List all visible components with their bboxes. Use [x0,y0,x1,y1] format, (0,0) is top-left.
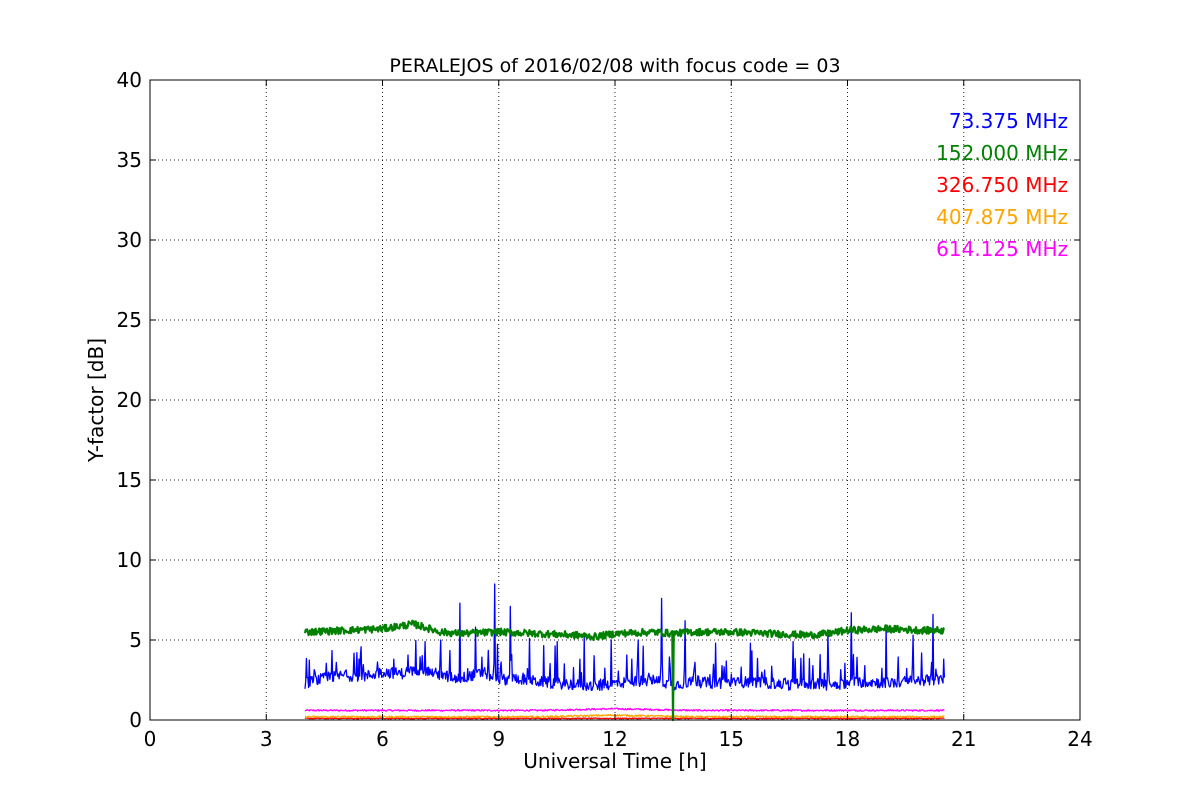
x-tick-label: 12 [602,727,627,751]
x-tick-label: 0 [144,727,157,751]
legend: 73.375 MHz 152.000 MHz 326.750 MHz 407.875 … [936,109,1068,261]
y-tick-label: 35 [117,148,142,172]
y-tick-label: 0 [129,708,142,732]
y-tick-label: 30 [117,228,142,252]
x-tick-label: 3 [260,727,273,751]
legend-entry: 73.375 MHz [949,109,1068,133]
x-tick-label: 18 [835,727,860,751]
legend-entry: 152.000 MHz [936,141,1068,165]
y-tick-label: 15 [117,468,142,492]
x-tick-label: 9 [492,727,505,751]
y-tick-label: 40 [117,68,142,92]
series-line [304,583,946,692]
tick-layer: 0 3 6 9 12 15 18 21 24 0 5 10 15 20 25 30 35 40 [117,68,1093,751]
y-tick-label: 10 [117,548,142,572]
x-tick-label: 15 [719,727,744,751]
y-tick-label: 25 [117,308,142,332]
legend-entry: 614.125 MHz [936,237,1068,261]
series-line [304,713,945,719]
series-line [304,717,945,720]
y-tick-label: 20 [117,388,142,412]
chart-title: PERALEJOS of 2016/02/08 with focus code … [389,55,840,77]
series-layer [303,583,946,722]
series-line [303,619,945,722]
grid-layer [150,80,1080,720]
x-tick-label: 6 [376,727,389,751]
legend-entry: 407.875 MHz [936,205,1068,229]
y-tick-label: 5 [129,628,142,652]
x-tick-label: 21 [951,727,976,751]
x-axis-label: Universal Time [h] [523,749,706,773]
y-axis-label: Y-factor [dB] [84,338,108,463]
legend-entry: 326.750 MHz [936,173,1068,197]
x-tick-label: 24 [1067,727,1092,751]
series-line [304,707,945,712]
